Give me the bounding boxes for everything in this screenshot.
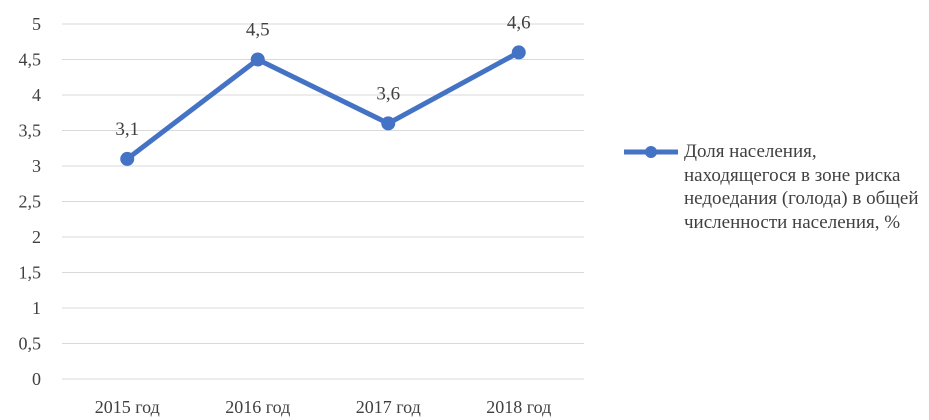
y-tick-label: 0,5 <box>19 334 42 354</box>
y-tick-label: 3,5 <box>19 121 42 141</box>
y-tick-label: 2,5 <box>19 192 42 212</box>
legend-marker-dot <box>645 146 657 158</box>
y-tick-label: 1 <box>32 298 41 318</box>
y-tick-label: 3 <box>32 156 41 176</box>
series-line <box>120 45 526 166</box>
data-label: 4,5 <box>246 20 270 41</box>
data-point <box>120 151 135 166</box>
x-tick-label: 2015 год <box>95 397 160 417</box>
y-tick-label: 1,5 <box>19 263 42 283</box>
legend-entry-label: Доля населения, находящегося в зоне риск… <box>684 141 919 233</box>
y-tick-label: 4,5 <box>19 50 42 70</box>
x-tick-label: 2016 год <box>225 397 290 417</box>
data-label: 3,1 <box>115 119 139 140</box>
y-tick-label: 2 <box>32 227 41 247</box>
y-tick-label: 0 <box>32 369 41 389</box>
x-tick-label: 2017 год <box>356 397 421 417</box>
x-axis-tick-labels: 2015 год 2016 год 2017 год 2018 год <box>95 397 552 417</box>
data-label: 3,6 <box>376 83 400 104</box>
data-label: 4,6 <box>507 12 531 33</box>
y-tick-label: 5 <box>32 14 41 34</box>
data-point <box>511 45 526 60</box>
data-labels: 3,1 4,5 3,6 4,6 <box>115 12 530 139</box>
series-polyline <box>124 49 522 162</box>
legend-marker-icon <box>624 146 678 158</box>
x-tick-label: 2018 год <box>486 397 551 417</box>
y-axis-tick-labels: 0 0,5 1 1,5 2 2,5 3 3,5 4 4,5 5 <box>19 14 42 389</box>
gridlines <box>62 23 584 380</box>
data-point <box>250 52 265 67</box>
y-tick-label: 4 <box>32 85 41 105</box>
data-point <box>381 116 396 131</box>
